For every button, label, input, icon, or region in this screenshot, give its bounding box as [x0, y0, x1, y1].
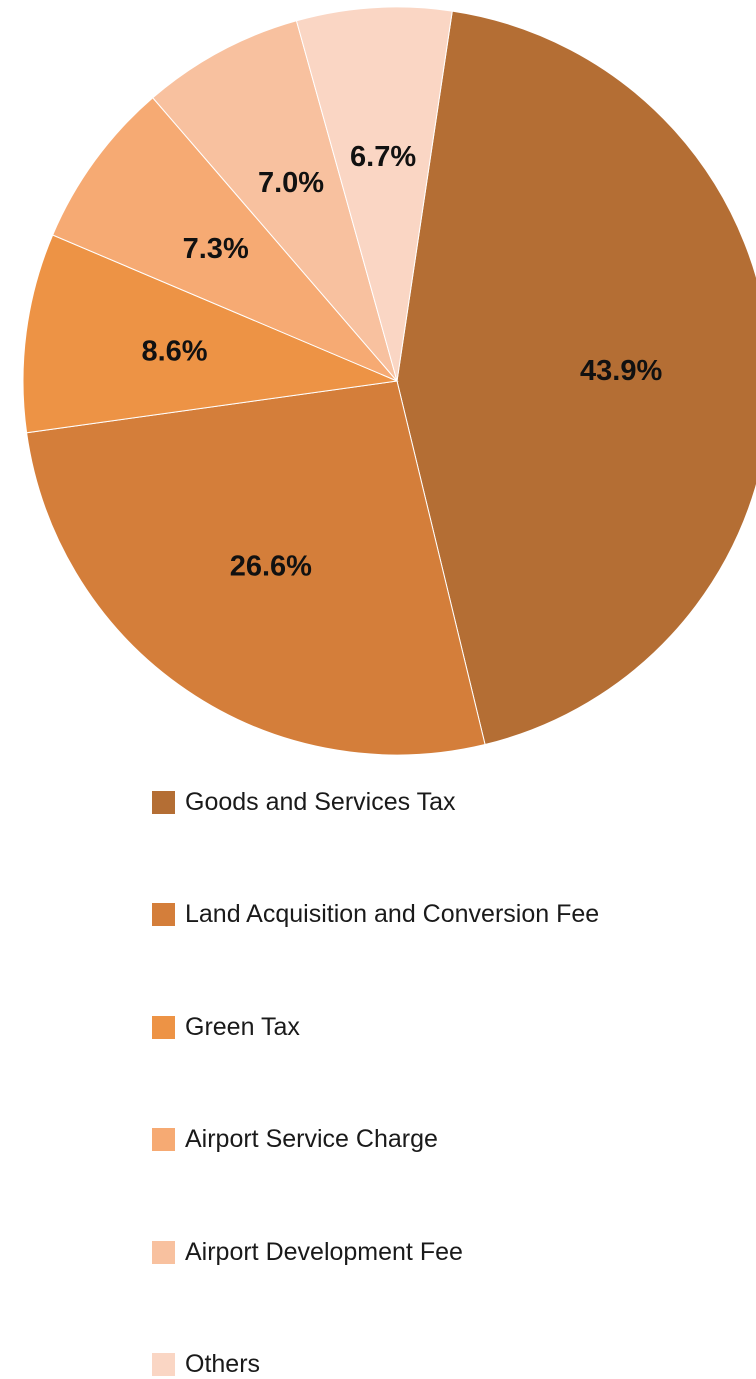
- legend-swatch: [152, 1240, 175, 1264]
- pie-data-label: 6.7%: [350, 141, 416, 173]
- legend-swatch: [152, 790, 175, 814]
- pie-chart: 43.9% 26.6% 8.6% 7.3% 7.0% 6.7%: [22, 6, 756, 756]
- legend-swatch: [152, 903, 175, 927]
- legend-item-green-tax: Green Tax: [152, 1013, 599, 1041]
- legend-label: Others: [185, 1350, 261, 1379]
- pie-data-label: 7.0%: [258, 167, 324, 199]
- pie-slice-others: [295, 6, 453, 382]
- pie-data-label: 8.6%: [141, 336, 207, 368]
- pie-slice-goods-and-services-tax: [396, 10, 756, 746]
- legend-swatch: [152, 1353, 175, 1377]
- legend-swatch: [152, 1015, 175, 1039]
- pie-slice-airport-service-charge: [52, 97, 398, 382]
- pie-data-label: 26.6%: [230, 551, 312, 583]
- pie-slice-green-tax: [22, 234, 399, 434]
- legend-item-airport-development-fee: Airport Development Fee: [152, 1238, 599, 1266]
- legend-item-goods-and-services-tax: Goods and Services Tax: [152, 788, 599, 816]
- legend: Goods and Services Tax Land Acquisition …: [152, 788, 599, 1379]
- pie-slice-airport-development-fee: [152, 20, 398, 382]
- legend-label: Land Acquisition and Conversion Fee: [185, 900, 600, 929]
- pie-labels: 43.9% 26.6% 8.6% 7.3% 7.0% 6.7%: [141, 141, 662, 583]
- pie-data-label: 43.9%: [580, 355, 662, 387]
- pie-data-label: 7.3%: [183, 233, 249, 265]
- legend-label: Airport Development Fee: [185, 1237, 463, 1266]
- legend-item-airport-service-charge: Airport Service Charge: [152, 1125, 599, 1154]
- legend-label: Green Tax: [185, 1012, 300, 1041]
- legend-label: Goods and Services Tax: [185, 787, 456, 816]
- legend-label: Airport Service Charge: [185, 1125, 438, 1154]
- legend-swatch: [152, 1128, 175, 1152]
- legend-item-others: Others: [152, 1350, 599, 1379]
- legend-item-land-acquisition-and-conversion-fee: Land Acquisition and Conversion Fee: [152, 900, 600, 929]
- pie-slice-land-acquisition-and-conversion-fee: [26, 380, 486, 756]
- pie-slices: [22, 6, 756, 756]
